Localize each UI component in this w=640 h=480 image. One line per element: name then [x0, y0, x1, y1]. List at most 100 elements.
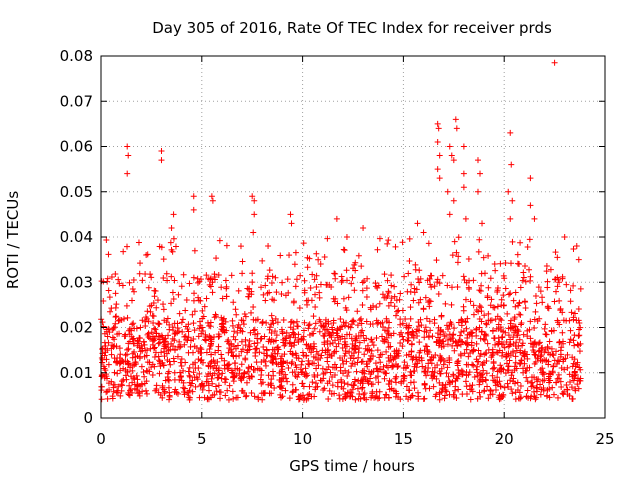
y-tick-label: 0.05 [60, 183, 93, 201]
data-point [577, 324, 584, 331]
data-point [437, 352, 444, 359]
data-point [403, 383, 410, 390]
data-point [285, 364, 292, 371]
data-point [524, 327, 531, 334]
data-point [272, 328, 279, 335]
data-point [116, 280, 123, 287]
data-point [232, 306, 239, 313]
data-point [524, 333, 531, 340]
data-point [186, 364, 193, 371]
data-point [427, 281, 434, 288]
data-point [177, 373, 184, 380]
data-point [232, 345, 239, 352]
data-point [149, 312, 156, 319]
data-point [520, 350, 527, 357]
data-point [244, 347, 251, 354]
data-point [287, 211, 294, 218]
data-point [410, 354, 417, 361]
data-point [531, 340, 538, 347]
data-point [414, 389, 421, 396]
data-point [183, 297, 190, 304]
data-point [177, 359, 184, 366]
data-point [422, 385, 429, 392]
data-point [155, 333, 162, 340]
data-point [127, 373, 134, 380]
data-point [222, 379, 229, 386]
data-point [475, 248, 482, 255]
data-point [570, 314, 577, 321]
data-point [539, 377, 546, 384]
data-point [180, 384, 187, 391]
data-point [111, 324, 118, 331]
data-point [179, 328, 186, 335]
data-point [211, 333, 218, 340]
data-point [161, 390, 168, 397]
data-point [118, 357, 125, 364]
data-point [230, 378, 237, 385]
data-point [355, 349, 362, 356]
data-point [574, 341, 581, 348]
data-point [352, 396, 359, 403]
data-point [148, 274, 155, 281]
data-point [384, 277, 391, 284]
data-point [259, 396, 266, 403]
data-point [174, 325, 181, 332]
data-point [359, 358, 366, 365]
data-point [142, 387, 149, 394]
data-point [115, 317, 122, 324]
data-point [475, 347, 482, 354]
data-point [234, 324, 241, 331]
data-point [269, 317, 276, 324]
data-point [391, 283, 398, 290]
data-point [205, 382, 212, 389]
data-point [294, 373, 301, 380]
data-point [507, 129, 514, 136]
data-point [341, 353, 348, 360]
data-point [305, 297, 312, 304]
data-point [423, 372, 430, 379]
data-point [214, 374, 221, 381]
data-point [484, 383, 491, 390]
data-point [383, 391, 390, 398]
data-point [417, 347, 424, 354]
data-point [370, 368, 377, 375]
data-point [220, 324, 227, 331]
data-point [450, 331, 457, 338]
data-point [215, 382, 222, 389]
data-point [550, 391, 557, 398]
data-point [340, 360, 347, 367]
data-point [262, 282, 269, 289]
data-point [560, 358, 567, 365]
data-point [199, 307, 206, 314]
data-point [170, 235, 177, 242]
data-point [251, 340, 258, 347]
data-point [301, 287, 308, 294]
data-point [181, 333, 188, 340]
data-point [331, 298, 338, 305]
data-point [231, 360, 238, 367]
data-point [546, 338, 553, 345]
data-point [238, 361, 245, 368]
data-point [187, 343, 194, 350]
data-point [508, 372, 515, 379]
data-point [474, 369, 481, 376]
data-point [345, 369, 352, 376]
data-point [491, 261, 498, 268]
data-point [269, 273, 276, 280]
data-point [220, 317, 227, 324]
data-point [436, 175, 443, 182]
data-point [528, 383, 535, 390]
data-point [129, 336, 136, 343]
data-point [160, 274, 167, 281]
data-point [306, 361, 313, 368]
data-point [453, 249, 460, 256]
data-point [160, 306, 167, 313]
data-point [455, 386, 462, 393]
data-point [279, 279, 286, 286]
data-point [321, 330, 328, 337]
data-point [492, 267, 499, 274]
data-point [460, 170, 467, 177]
data-point [507, 320, 514, 327]
data-point [313, 272, 320, 279]
data-point [554, 283, 561, 290]
